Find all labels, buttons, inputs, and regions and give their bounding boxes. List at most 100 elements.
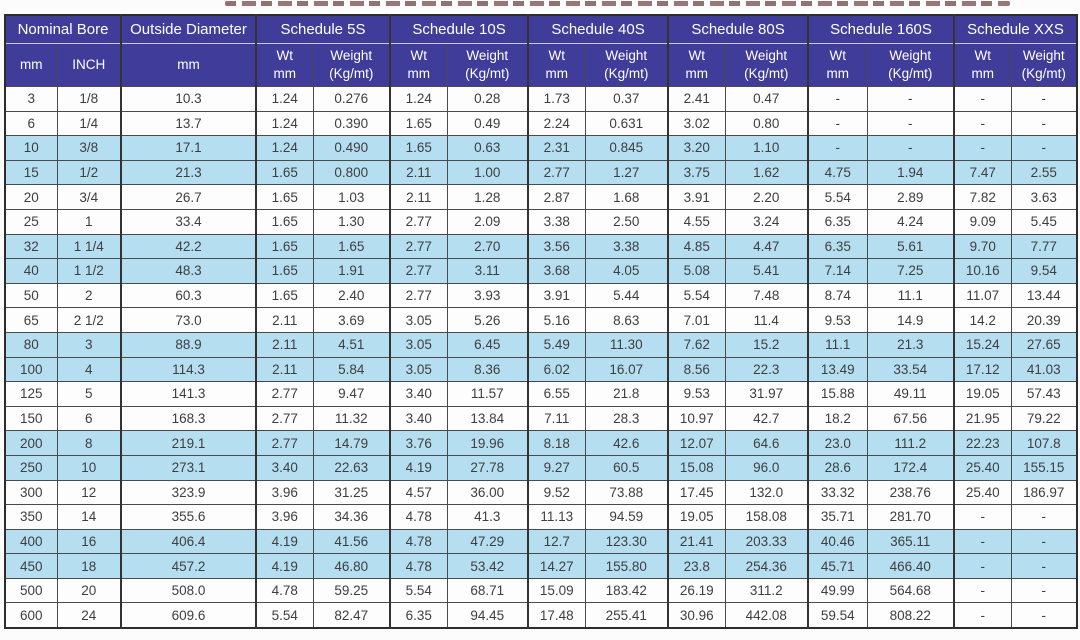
table-cell: 3/4 bbox=[56, 184, 122, 210]
table-header: Nominal Bore Outside Diameter Schedule 5S S… bbox=[4, 14, 1078, 87]
table-cell: 12 bbox=[56, 479, 122, 506]
table-cell: 2.20 bbox=[724, 184, 809, 210]
table-cell: 1.73 bbox=[527, 86, 586, 112]
table-cell: 1.65 bbox=[255, 159, 314, 186]
table-row: 500 20 508.0 4.78 59.25 5.54 68.71 15.09 183.42 2… bbox=[4, 577, 1078, 604]
table-cell: - bbox=[953, 553, 1012, 579]
table-cell: 3.05 bbox=[389, 331, 448, 358]
table-cell: 64.6 bbox=[724, 430, 809, 456]
table-cell: 11.30 bbox=[584, 331, 669, 358]
table-cell: - bbox=[953, 577, 1012, 604]
table-cell: 28.6 bbox=[807, 454, 868, 481]
table-cell: 1.24 bbox=[255, 110, 314, 137]
table-cell: 13.44 bbox=[1010, 282, 1078, 309]
column-header: Weight (Kg/mt) bbox=[312, 43, 391, 87]
table-cell: 6.02 bbox=[527, 356, 586, 383]
table-cell: 0.276 bbox=[312, 86, 391, 112]
table-cell: 10.97 bbox=[667, 405, 726, 432]
table-cell: 0.80 bbox=[724, 110, 809, 137]
table-cell: - bbox=[953, 528, 1012, 555]
table-cell: 186.97 bbox=[1010, 479, 1078, 506]
column-header: mm bbox=[4, 43, 58, 87]
table-cell: 3.38 bbox=[527, 208, 586, 235]
table-cell: 250 bbox=[4, 454, 58, 481]
table-cell: 7.11 bbox=[527, 405, 586, 432]
table-row: 350 14 355.6 3.96 34.36 4.78 41.3 11.13 94.59 19.… bbox=[4, 504, 1078, 530]
table-cell: 8.63 bbox=[584, 307, 669, 333]
table-cell: 2.77 bbox=[527, 159, 586, 186]
table-cell: 14.9 bbox=[866, 307, 955, 333]
table-cell: 125 bbox=[4, 381, 58, 407]
table-cell: 10.3 bbox=[120, 86, 257, 112]
table-cell: 238.76 bbox=[866, 479, 955, 506]
table-cell: 9.47 bbox=[312, 381, 391, 407]
table-cell: - bbox=[953, 110, 1012, 137]
table-cell: 255.41 bbox=[584, 602, 669, 629]
table-cell: 311.2 bbox=[724, 577, 809, 604]
table-cell: 7.01 bbox=[667, 307, 726, 333]
table-cell: 0.47 bbox=[724, 86, 809, 112]
table-cell: 2.31 bbox=[527, 135, 586, 161]
header-group-row: Nominal Bore Outside Diameter Schedule 5S S… bbox=[4, 14, 1078, 44]
table-cell: 8.18 bbox=[527, 430, 586, 456]
table-cell: 68.71 bbox=[446, 577, 529, 604]
table-cell: 45.71 bbox=[807, 553, 868, 579]
table-cell: 9.53 bbox=[667, 381, 726, 407]
table-cell: 350 bbox=[4, 504, 58, 530]
table-cell: 2.11 bbox=[389, 159, 448, 186]
table-cell: 1 1/4 bbox=[56, 233, 122, 260]
table-cell: 1/8 bbox=[56, 86, 122, 112]
column-header: Weight (Kg/mt) bbox=[866, 43, 955, 87]
column-group-header: Schedule 40S bbox=[527, 14, 669, 44]
table-cell: 4.19 bbox=[389, 454, 448, 481]
table-cell: 12.7 bbox=[527, 528, 586, 555]
table-cell: 2.70 bbox=[446, 233, 529, 260]
column-group-header: Outside Diameter bbox=[120, 14, 257, 44]
table-cell: 1/2 bbox=[56, 159, 122, 186]
table-cell: 4.78 bbox=[389, 528, 448, 555]
table-cell: - bbox=[807, 110, 868, 137]
table-cell: 11.32 bbox=[312, 405, 391, 432]
table-cell: 2.77 bbox=[389, 208, 448, 235]
table-cell: 26.19 bbox=[667, 577, 726, 604]
table-row: 3 1/8 10.3 1.24 0.276 1.24 0.28 1.73 0.37 2.41 0.4… bbox=[4, 86, 1078, 112]
table-cell: 442.08 bbox=[724, 602, 809, 629]
table-cell: 0.28 bbox=[446, 86, 529, 112]
table-cell: 3 bbox=[56, 331, 122, 358]
table-cell: 4.78 bbox=[389, 504, 448, 530]
table-cell: 1.62 bbox=[724, 159, 809, 186]
table-cell: 3.20 bbox=[667, 135, 726, 161]
table-cell: 7.14 bbox=[807, 258, 868, 284]
table-row: 65 2 1/2 73.0 2.11 3.69 3.05 5.26 5.16 8.63 7.01 1… bbox=[4, 307, 1078, 333]
table-cell: 172.4 bbox=[866, 454, 955, 481]
table-cell: 1.65 bbox=[389, 110, 448, 137]
table-cell: 33.32 bbox=[807, 479, 868, 506]
table-cell: 273.1 bbox=[120, 454, 257, 481]
table-cell: - bbox=[953, 135, 1012, 161]
table-cell: 10 bbox=[4, 135, 58, 161]
table-cell: 41.56 bbox=[312, 528, 391, 555]
table-cell: 7.77 bbox=[1010, 233, 1078, 260]
table-cell: 11.13 bbox=[527, 504, 586, 530]
table-cell: 9.27 bbox=[527, 454, 586, 481]
table-cell: 21.95 bbox=[953, 405, 1012, 432]
table-cell: 14 bbox=[56, 504, 122, 530]
table-cell: - bbox=[1010, 86, 1078, 112]
table-cell: 3.40 bbox=[255, 454, 314, 481]
table-row: 400 16 406.4 4.19 41.56 4.78 47.29 12.7 123.30 21… bbox=[4, 528, 1078, 555]
table-cell: 0.845 bbox=[584, 135, 669, 161]
table-cell: 59.54 bbox=[807, 602, 868, 629]
table-cell: 1.91 bbox=[312, 258, 391, 284]
table-cell: 88.9 bbox=[120, 331, 257, 358]
table-row: 40 1 1/2 48.3 1.65 1.91 2.77 3.11 3.68 4.05 5.08 5… bbox=[4, 258, 1078, 284]
table-row: 600 24 609.6 5.54 82.47 6.35 94.45 17.48 255.41 3… bbox=[4, 602, 1078, 629]
table-cell: - bbox=[807, 135, 868, 161]
table-cell: 4.05 bbox=[584, 258, 669, 284]
table-cell: 6.35 bbox=[807, 208, 868, 235]
column-group-header: Schedule 80S bbox=[667, 14, 809, 44]
table-cell: 132.0 bbox=[724, 479, 809, 506]
table-cell: 3.76 bbox=[389, 430, 448, 456]
table-cell: - bbox=[1010, 110, 1078, 137]
column-header: Wt mm bbox=[389, 43, 448, 87]
table-cell: 79.22 bbox=[1010, 405, 1078, 432]
